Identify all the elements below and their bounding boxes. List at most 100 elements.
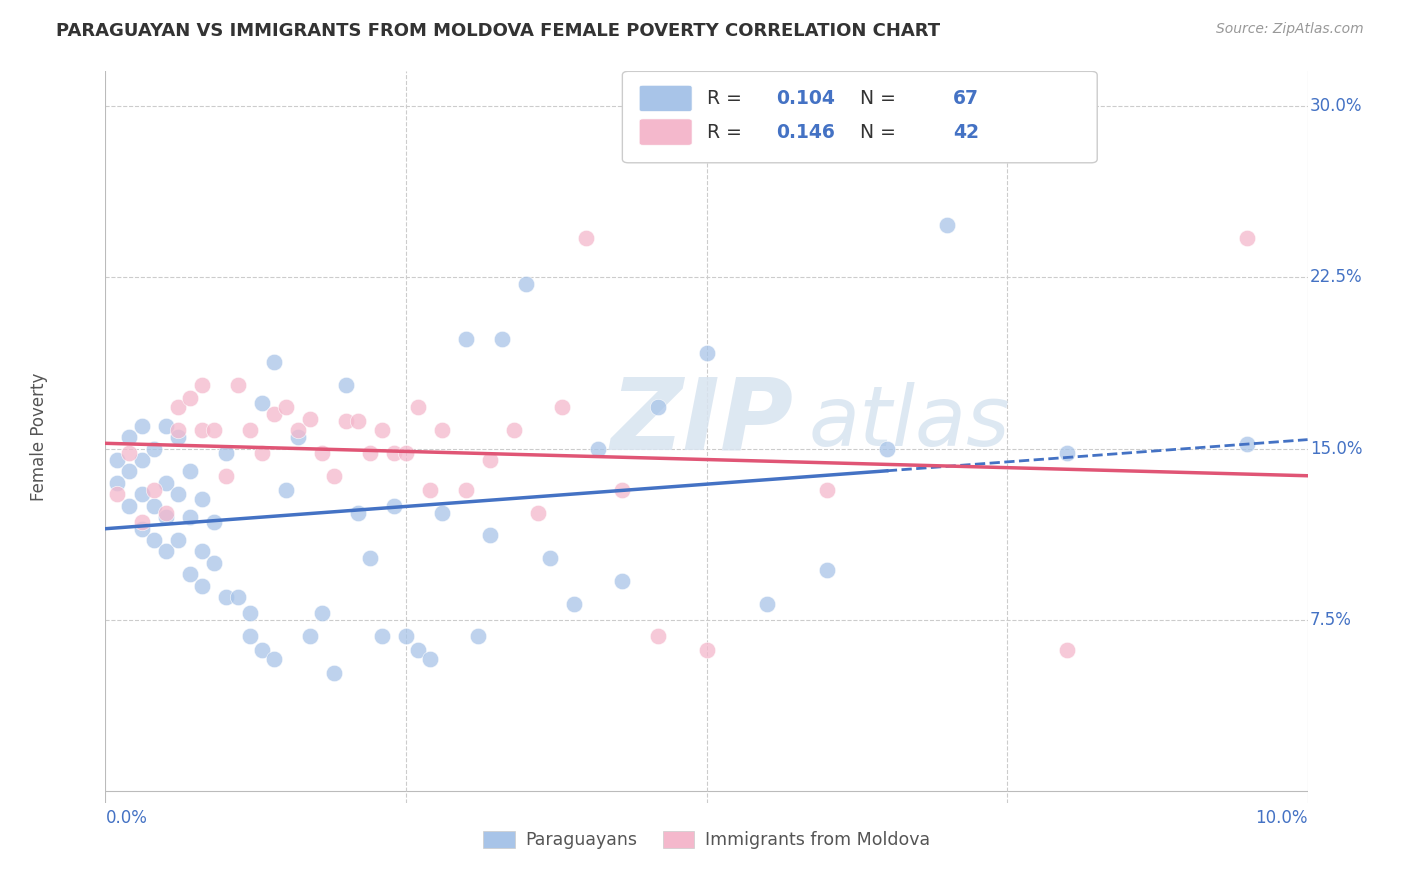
Point bbox=[551, 401, 574, 415]
Point bbox=[419, 652, 441, 666]
Text: Source: ZipAtlas.com: Source: ZipAtlas.com bbox=[1216, 22, 1364, 37]
FancyBboxPatch shape bbox=[640, 119, 692, 145]
FancyBboxPatch shape bbox=[640, 86, 692, 112]
Text: PARAGUAYAN VS IMMIGRANTS FROM MOLDOVA FEMALE POVERTY CORRELATION CHART: PARAGUAYAN VS IMMIGRANTS FROM MOLDOVA FE… bbox=[56, 22, 941, 40]
Point bbox=[371, 423, 394, 437]
Point bbox=[142, 533, 165, 547]
Text: 0.104: 0.104 bbox=[776, 89, 835, 108]
Point bbox=[467, 629, 489, 643]
Point bbox=[155, 475, 177, 490]
Text: 67: 67 bbox=[953, 89, 979, 108]
Point bbox=[406, 642, 429, 657]
Point bbox=[118, 464, 141, 478]
Point bbox=[118, 499, 141, 513]
Point bbox=[612, 483, 634, 497]
Point bbox=[131, 418, 153, 433]
Point bbox=[515, 277, 537, 291]
Text: 42: 42 bbox=[953, 122, 979, 142]
Point bbox=[214, 469, 236, 483]
Point bbox=[359, 446, 381, 460]
Point bbox=[406, 401, 429, 415]
Point bbox=[190, 579, 212, 593]
Point bbox=[430, 506, 453, 520]
Text: 22.5%: 22.5% bbox=[1310, 268, 1362, 286]
Point bbox=[202, 515, 225, 529]
Text: R =: R = bbox=[707, 89, 748, 108]
Point bbox=[190, 491, 212, 506]
Point bbox=[107, 475, 129, 490]
Point bbox=[298, 629, 321, 643]
Point bbox=[179, 464, 201, 478]
Point bbox=[696, 642, 718, 657]
Point bbox=[588, 442, 610, 456]
Point bbox=[612, 574, 634, 588]
Point bbox=[263, 354, 285, 368]
Point bbox=[395, 446, 418, 460]
Point bbox=[131, 521, 153, 535]
Point bbox=[815, 483, 838, 497]
Point bbox=[166, 401, 188, 415]
Point bbox=[142, 483, 165, 497]
Point bbox=[335, 377, 357, 392]
Point bbox=[131, 515, 153, 529]
Text: 0.0%: 0.0% bbox=[105, 809, 148, 827]
Point bbox=[347, 506, 370, 520]
Point bbox=[647, 401, 669, 415]
Point bbox=[179, 391, 201, 405]
Text: 7.5%: 7.5% bbox=[1310, 611, 1351, 629]
Point bbox=[107, 487, 129, 501]
Text: N =: N = bbox=[848, 89, 903, 108]
Point bbox=[456, 483, 478, 497]
Point bbox=[131, 453, 153, 467]
Point bbox=[166, 533, 188, 547]
Point bbox=[118, 446, 141, 460]
Point bbox=[239, 423, 262, 437]
Point bbox=[527, 506, 550, 520]
Point bbox=[696, 345, 718, 359]
Point bbox=[226, 377, 249, 392]
Point bbox=[142, 499, 165, 513]
Point bbox=[202, 423, 225, 437]
Point bbox=[359, 551, 381, 566]
Text: 30.0%: 30.0% bbox=[1310, 96, 1362, 115]
Point bbox=[419, 483, 441, 497]
Text: ZIP: ZIP bbox=[610, 374, 793, 471]
Point bbox=[395, 629, 418, 643]
Point bbox=[647, 629, 669, 643]
FancyBboxPatch shape bbox=[623, 71, 1097, 163]
Point bbox=[179, 567, 201, 582]
Point bbox=[382, 446, 405, 460]
Point bbox=[322, 469, 344, 483]
Legend: Paraguayans, Immigrants from Moldova: Paraguayans, Immigrants from Moldova bbox=[477, 823, 936, 856]
Point bbox=[479, 528, 502, 542]
Point bbox=[311, 606, 333, 620]
Point bbox=[166, 487, 188, 501]
Text: 0.146: 0.146 bbox=[776, 122, 835, 142]
Point bbox=[274, 401, 297, 415]
Text: N =: N = bbox=[848, 122, 903, 142]
Point bbox=[311, 446, 333, 460]
Point bbox=[1056, 446, 1078, 460]
Point bbox=[347, 414, 370, 428]
Point bbox=[179, 510, 201, 524]
Point bbox=[274, 483, 297, 497]
Point bbox=[479, 453, 502, 467]
Point bbox=[155, 544, 177, 558]
Point bbox=[155, 510, 177, 524]
Point bbox=[538, 551, 561, 566]
Point bbox=[298, 412, 321, 426]
Point bbox=[155, 418, 177, 433]
Point bbox=[202, 556, 225, 570]
Point bbox=[155, 506, 177, 520]
Point bbox=[503, 423, 526, 437]
Point bbox=[166, 430, 188, 444]
Point bbox=[562, 597, 585, 611]
Point bbox=[876, 442, 898, 456]
Point bbox=[190, 377, 212, 392]
Point bbox=[936, 218, 959, 232]
Point bbox=[287, 430, 309, 444]
Point bbox=[250, 396, 273, 410]
Point bbox=[250, 642, 273, 657]
Point bbox=[214, 590, 236, 604]
Point bbox=[118, 430, 141, 444]
